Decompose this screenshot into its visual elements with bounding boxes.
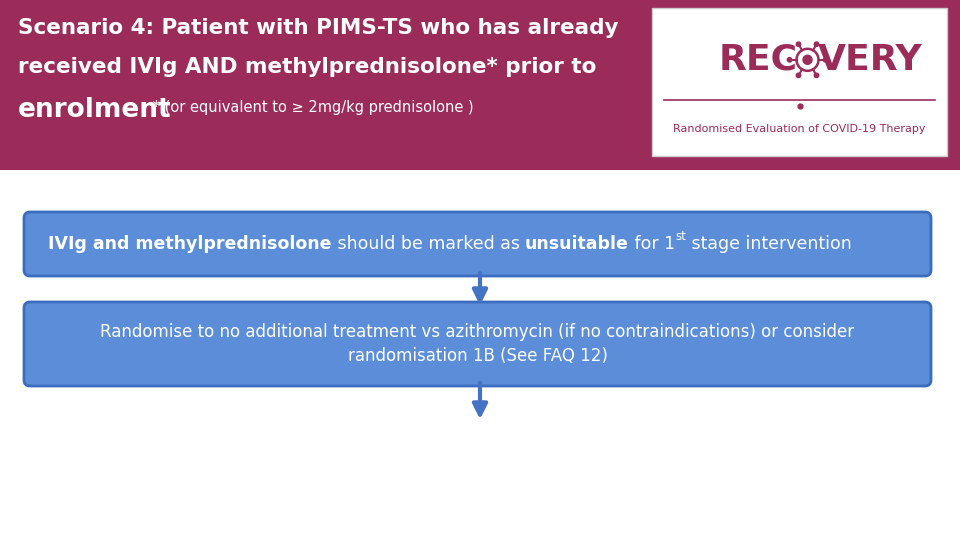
Bar (0, 0, 960, 170)
Text: st: st (675, 231, 685, 244)
Text: REC: REC (718, 43, 798, 77)
Circle shape (796, 42, 801, 46)
Text: received IVIg AND methylprednisolone* prior to: received IVIg AND methylprednisolone* pr… (18, 57, 596, 77)
Text: stage intervention: stage intervention (685, 235, 852, 253)
FancyBboxPatch shape (24, 302, 931, 386)
Text: unsuitable: unsuitable (525, 235, 629, 253)
Text: enrolment: enrolment (18, 97, 172, 123)
Circle shape (814, 73, 819, 78)
Text: Randomise to no additional treatment vs azithromycin (if no contraindications) o: Randomise to no additional treatment vs … (101, 323, 854, 341)
Text: Randomised Evaluation of COVID-19 Therapy: Randomised Evaluation of COVID-19 Therap… (673, 124, 925, 134)
Text: Scenario 4: Patient with PIMS-TS who has already: Scenario 4: Patient with PIMS-TS who has… (18, 18, 618, 38)
Circle shape (824, 58, 828, 62)
Circle shape (787, 58, 792, 62)
Circle shape (796, 73, 801, 78)
Text: IVIg and methylprednisolone: IVIg and methylprednisolone (48, 235, 331, 253)
Circle shape (803, 55, 812, 64)
FancyBboxPatch shape (24, 212, 931, 276)
Text: randomisation 1B (See FAQ 12): randomisation 1B (See FAQ 12) (348, 347, 608, 365)
Text: for 1: for 1 (629, 235, 675, 253)
Text: should be marked as: should be marked as (331, 235, 525, 253)
Text: VERY: VERY (818, 43, 923, 77)
Text: * (or equivalent to ≥ 2mg/kg prednisolone ): * (or equivalent to ≥ 2mg/kg prednisolon… (148, 100, 473, 115)
Bar (652, 8, 947, 156)
Circle shape (814, 42, 819, 46)
